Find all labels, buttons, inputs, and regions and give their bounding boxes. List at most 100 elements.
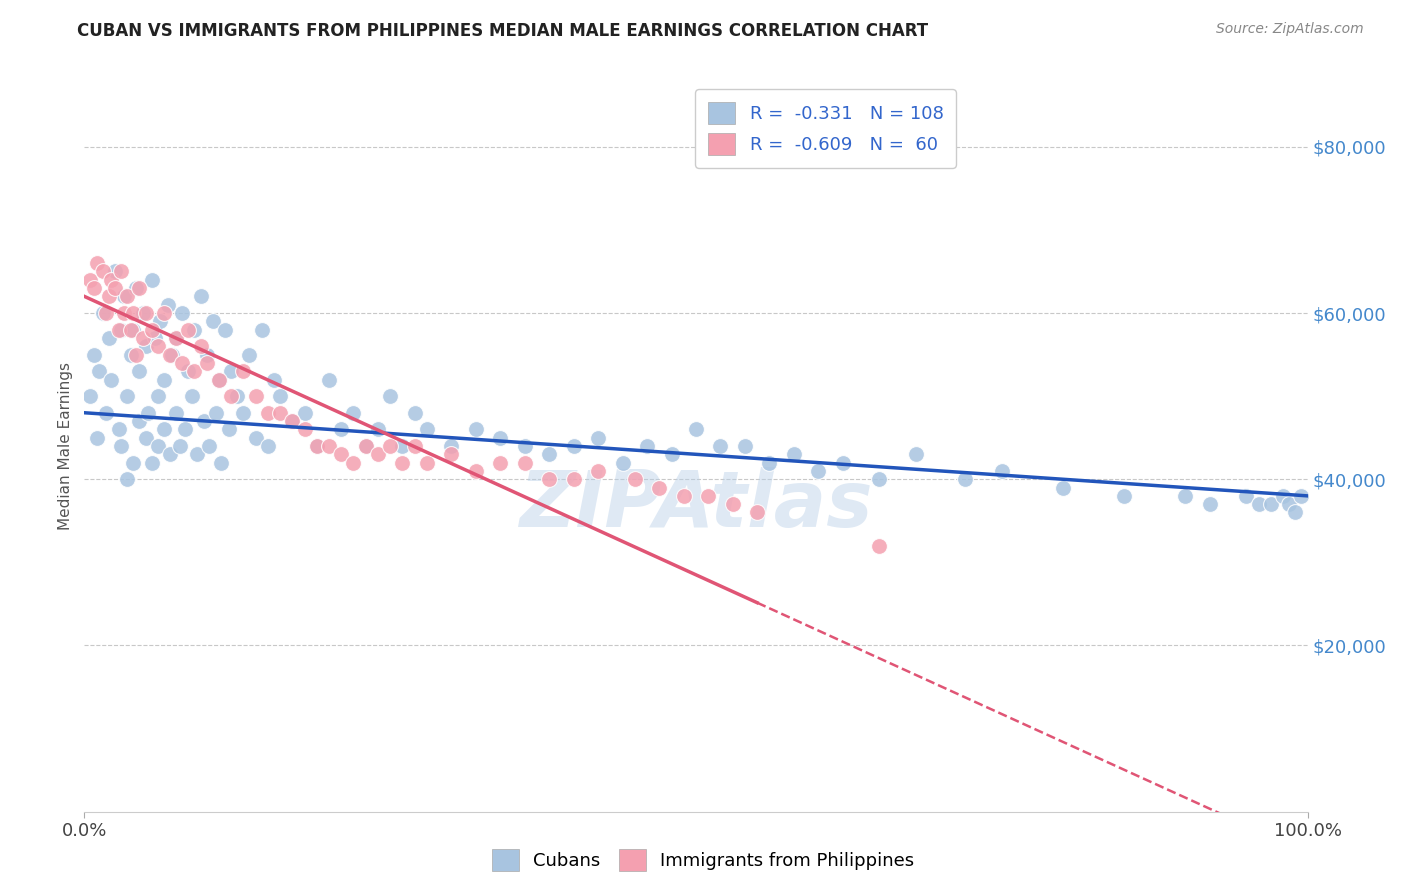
Point — [489, 431, 512, 445]
Point — [136, 406, 159, 420]
Point — [86, 431, 108, 445]
Point — [245, 389, 267, 403]
Point — [1114, 489, 1136, 503]
Point — [183, 323, 205, 337]
Point — [141, 456, 163, 470]
Point — [177, 364, 200, 378]
Point — [107, 323, 129, 337]
Legend: Cubans, Immigrants from Philippines: Cubans, Immigrants from Philippines — [485, 842, 921, 879]
Point — [128, 281, 150, 295]
Point — [367, 422, 389, 436]
Point — [232, 364, 254, 378]
Point — [440, 447, 463, 461]
Point — [128, 414, 150, 428]
Point — [110, 264, 132, 278]
Point — [193, 414, 215, 428]
Point — [1174, 489, 1197, 503]
Point — [831, 456, 853, 470]
Point — [464, 422, 486, 436]
Point — [367, 447, 389, 461]
Point — [181, 389, 204, 403]
Point — [294, 422, 316, 436]
Point — [162, 347, 184, 362]
Point — [159, 447, 181, 461]
Point — [354, 439, 377, 453]
Point — [305, 439, 328, 453]
Point — [135, 339, 157, 353]
Point — [149, 314, 172, 328]
Point — [104, 264, 127, 278]
Point — [96, 306, 118, 320]
Point — [672, 489, 695, 503]
Point — [135, 306, 157, 320]
Point — [172, 306, 194, 320]
Legend: R =  -0.331   N = 108, R =  -0.609   N =  60: R = -0.331 N = 108, R = -0.609 N = 60 — [696, 89, 956, 168]
Point — [685, 422, 707, 436]
Point — [586, 464, 609, 478]
Y-axis label: Median Male Earnings: Median Male Earnings — [58, 362, 73, 530]
Point — [115, 472, 138, 486]
Point — [269, 406, 291, 420]
Point — [905, 447, 928, 461]
Point — [232, 406, 254, 420]
Point — [177, 323, 200, 337]
Point — [440, 439, 463, 453]
Point — [1291, 489, 1313, 503]
Point — [464, 464, 486, 478]
Point — [115, 289, 138, 303]
Point — [79, 273, 101, 287]
Point — [91, 306, 114, 320]
Point — [624, 472, 647, 486]
Point — [250, 323, 273, 337]
Point — [159, 347, 181, 362]
Point — [97, 331, 120, 345]
Point — [416, 456, 439, 470]
Point — [953, 472, 976, 486]
Point — [294, 406, 316, 420]
Point — [97, 289, 120, 303]
Point — [218, 422, 240, 436]
Point — [238, 347, 260, 362]
Point — [869, 472, 891, 486]
Point — [342, 456, 364, 470]
Point — [83, 281, 105, 295]
Point — [697, 489, 720, 503]
Point — [173, 422, 195, 436]
Point — [734, 439, 756, 453]
Point — [120, 347, 142, 362]
Point — [404, 439, 426, 453]
Point — [110, 439, 132, 453]
Point — [172, 356, 194, 370]
Point — [869, 539, 891, 553]
Point — [122, 306, 145, 320]
Point — [122, 323, 145, 337]
Point — [79, 389, 101, 403]
Point — [1198, 497, 1220, 511]
Point — [226, 389, 249, 403]
Point — [146, 389, 169, 403]
Point — [165, 331, 187, 345]
Point — [342, 406, 364, 420]
Point — [380, 439, 402, 453]
Point — [104, 281, 127, 295]
Point — [391, 439, 413, 453]
Point — [198, 439, 221, 453]
Point — [562, 439, 585, 453]
Point — [991, 464, 1014, 478]
Point — [183, 364, 205, 378]
Point — [190, 339, 212, 353]
Point — [661, 447, 683, 461]
Point — [208, 372, 231, 386]
Point — [586, 431, 609, 445]
Point — [169, 439, 191, 453]
Point — [318, 372, 340, 386]
Point — [128, 364, 150, 378]
Point — [380, 389, 402, 403]
Point — [86, 256, 108, 270]
Point — [112, 289, 135, 303]
Point — [354, 439, 377, 453]
Point — [190, 289, 212, 303]
Point — [257, 439, 280, 453]
Point — [209, 456, 232, 470]
Point — [245, 431, 267, 445]
